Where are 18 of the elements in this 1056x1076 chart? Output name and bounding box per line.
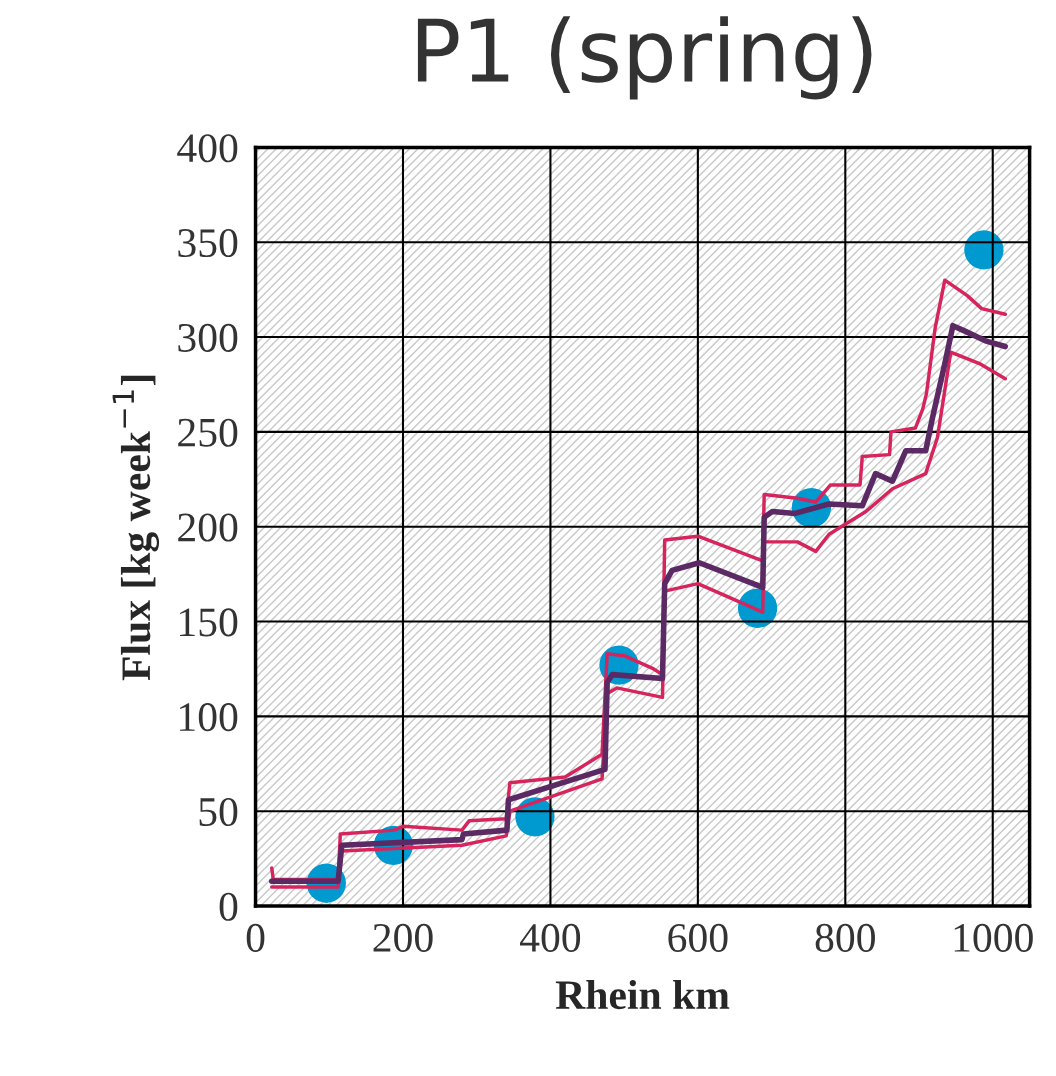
y-tick-label: 50 — [199, 797, 238, 827]
x-tick-label: 800 — [815, 923, 875, 952]
x-tick-label: 1000 — [954, 923, 1033, 952]
x-axis-title: Rhein km — [555, 979, 730, 1010]
y-tick-label: 150 — [180, 608, 238, 637]
x-tick-label: 400 — [519, 923, 581, 952]
y-tick-label: 400 — [177, 134, 238, 163]
y-tick-label: 0 — [219, 892, 238, 921]
chart-title: P1 (spring) — [417, 16, 872, 100]
y-tick-label: 100 — [180, 703, 238, 732]
x-tick-label: 200 — [373, 923, 433, 952]
y-axis-title: Flux [kg week$^{−1}$] — [112, 375, 160, 681]
y-tick-label: 200 — [178, 513, 238, 542]
y-tick-label: 350 — [178, 228, 238, 258]
x-tick-label: 0 — [246, 923, 265, 952]
x-tick-label: 600 — [668, 923, 728, 952]
y-tick-label: 250 — [178, 418, 238, 447]
y-tick-label: 300 — [178, 323, 238, 352]
